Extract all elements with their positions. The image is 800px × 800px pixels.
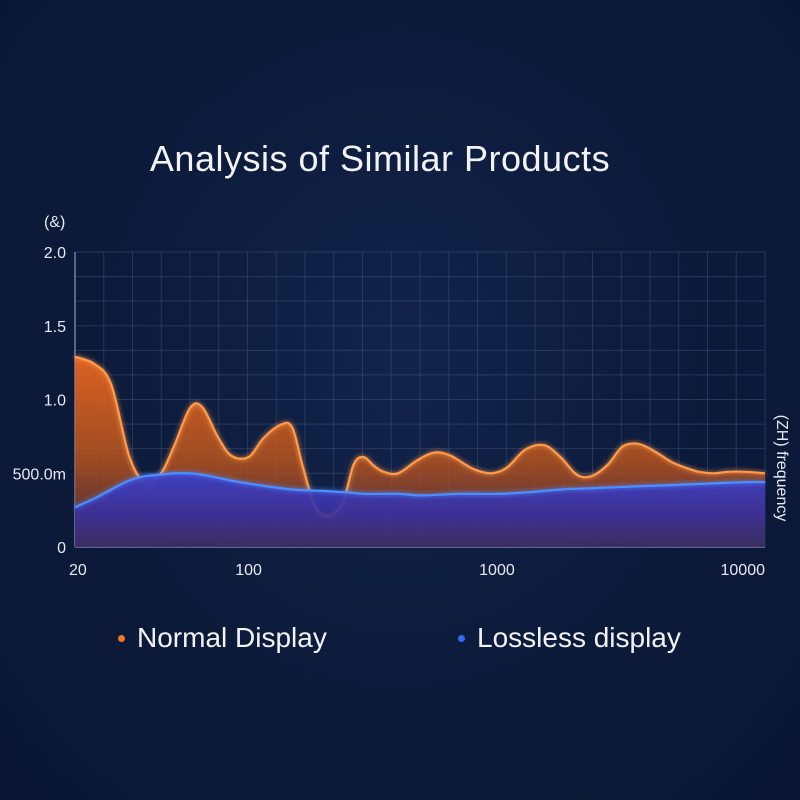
y-tick-label: 1.0 [44,393,66,410]
legend-item-normal: Normal Display [118,618,327,658]
legend-marker-lossless [458,634,465,642]
series-area-lossless [75,473,765,547]
legend-label-lossless: Lossless display [477,622,681,653]
axes: (&) (ZH) frequency 0 500.0m 1.0 1.5 2.0 20 100… [13,214,790,579]
y-tick-label: 2.0 [44,245,66,262]
legend-label-normal: Normal Display [137,622,327,653]
plot-area [74,355,766,547]
x-tick-label: 10000 [721,562,766,579]
y-axis-label: (&) [44,214,65,231]
legend-item-lossless: Lossless display [458,618,681,658]
x-tick-label: 20 [69,562,87,579]
y-tick-label: 0 [57,540,66,557]
series-line-lossless [74,471,766,509]
y-tick-label: 500.0m [13,466,66,483]
x-axis-label: (ZH) frequency [773,415,790,522]
x-tick-label: 1000 [479,562,515,579]
series-line-normal [74,355,766,518]
x-tick-label: 100 [235,562,262,579]
legend-marker-normal [118,634,125,642]
chart-title: Analysis of Similar Products [149,138,611,179]
y-tick-label: 1.5 [44,319,66,336]
